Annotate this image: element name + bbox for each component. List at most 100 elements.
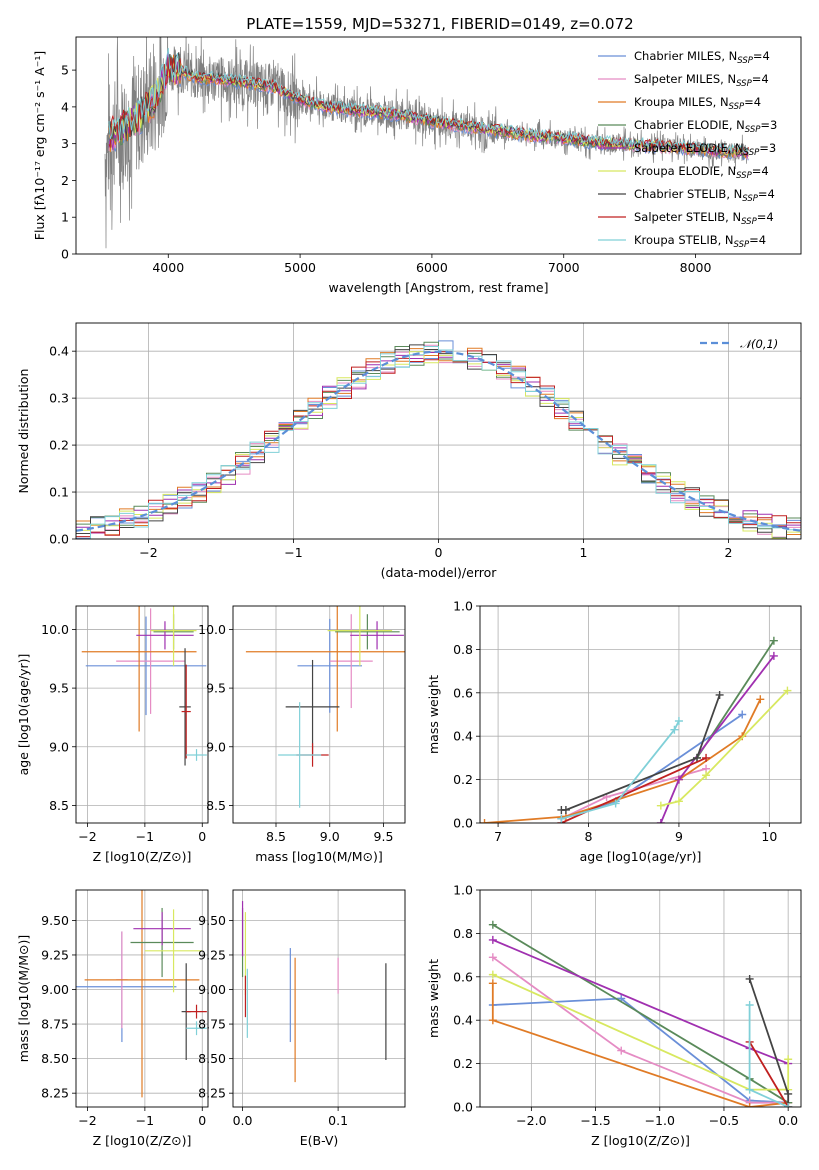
panel-mass-vs-EBV: 0.0 0.1 8.25 8.50 8.75 9.00 9.25 9.50 E(B-V) [198, 889, 406, 1148]
histogram-series [76, 350, 801, 538]
plus-marker [480, 819, 489, 823]
y-tick-label: 9.50 [41, 913, 69, 928]
y-axis-label: Normed distribution [16, 369, 31, 494]
plus-marker [488, 979, 497, 988]
plus-marker [674, 797, 683, 806]
spectrum-traces [104, 37, 749, 249]
plus-marker [769, 636, 778, 645]
x-tick-label: 2 [725, 545, 733, 560]
y-tick-label: 9.0 [206, 739, 226, 754]
y-tick-label: 4 [61, 99, 69, 114]
weight-series [660, 689, 789, 807]
y-tick-label: 0.1 [49, 485, 69, 500]
errorbar-point [136, 621, 194, 650]
y-tick-label: 8.5 [49, 798, 69, 813]
x-axis-label: age [log10(age/yr)] [580, 849, 702, 864]
y-tick-label: 9.00 [198, 982, 226, 997]
x-axis-label: (data-model)/error [381, 565, 498, 580]
errorbar-point [350, 621, 404, 650]
plus-marker [693, 753, 702, 762]
y-tick-label: 0.4 [453, 729, 473, 744]
axes-frame [479, 605, 802, 824]
y-tick-label: 5 [61, 63, 69, 78]
x-tick-label: 7000 [548, 260, 580, 275]
legend-entry: Chabrier STELIB, NSSP=4 [634, 187, 775, 204]
x-tick-label: 7 [494, 829, 502, 844]
x-tick-label: 5000 [284, 260, 316, 275]
x-tick-label: −1.5 [580, 1113, 610, 1128]
x-tick-label: −1 [136, 1113, 154, 1128]
y-tick-label: 0.0 [49, 532, 69, 547]
y-tick-label: 9.50 [198, 913, 226, 928]
plus-marker [783, 686, 792, 695]
y-tick-label: 0.6 [453, 685, 473, 700]
panel-mass-weight-vs-Z: −2.0 −1.5 −1.0 −0.5 0.0 0.0 0.2 0.4 0.6 0.8 1.0 Z [… [426, 883, 802, 1148]
axes-frame [232, 889, 406, 1108]
plus-marker [488, 935, 497, 944]
plus-marker [702, 753, 711, 762]
errorbar-point [297, 618, 362, 713]
x-tick-label: 0 [198, 1113, 206, 1128]
y-tick-label: 8.50 [41, 1051, 69, 1066]
errorbar-point [186, 1021, 207, 1036]
y-tick-label: 1.0 [453, 599, 473, 614]
x-tick-label: 0.0 [233, 1113, 253, 1128]
errorbar-point [116, 608, 186, 714]
x-tick-label: 0.0 [778, 1113, 798, 1128]
plus-marker [674, 717, 683, 726]
legend-entry: Kroupa MILES, NSSP=4 [634, 95, 761, 112]
legend: 𝒩(0,1) [700, 337, 778, 351]
normal-curve [76, 350, 801, 532]
y-tick-label: 8.25 [198, 1086, 226, 1101]
plus-marker [617, 1046, 626, 1055]
y-tick-label: 8.50 [198, 1051, 226, 1066]
plus-marker [488, 1016, 497, 1025]
legend-entry: Chabrier ELODIE, NSSP=3 [634, 118, 777, 135]
y-axis-label: age [log10(age/yr)] [16, 654, 31, 776]
y-tick-label: 0.3 [49, 391, 69, 406]
y-tick-label: 8.25 [41, 1086, 69, 1101]
x-tick-label: 4000 [152, 260, 184, 275]
errorbar-point [81, 606, 197, 732]
errorbar-point [329, 614, 373, 709]
y-axis-label: mass weight [426, 675, 441, 754]
plus-marker [488, 953, 497, 962]
plus-marker [488, 970, 497, 979]
model-spectrum [108, 47, 749, 155]
weight-series [659, 655, 775, 823]
plus-marker [745, 1001, 754, 1010]
panel-mass-vs-Z: −2 −1 0 8.25 8.50 8.75 9.00 9.25 9.50 Z [log10(Z/… [16, 889, 209, 1148]
plus-marker [674, 775, 683, 784]
y-tick-label: 8.75 [41, 1017, 69, 1032]
y-tick-label: 1 [61, 210, 69, 225]
panel-age-vs-mass: 8.5 9.0 9.5 8.5 9.0 9.5 10.0 mass [log10(M/M⊙)] [198, 605, 406, 864]
weight-series [492, 956, 789, 1104]
panel-age-vs-Z: −2 −1 0 8.5 9.0 9.5 10.0 Z [log10(Z/Z⊙)] age [lo… [16, 605, 209, 864]
x-tick-label: 8.5 [266, 829, 286, 844]
x-tick-label: 9.5 [374, 829, 394, 844]
x-axis-label: wavelength [Angstrom, rest frame] [328, 280, 548, 295]
panel-residual-distribution: −2 −1 0 1 2 0.0 0.1 0.2 0.3 0.4 (data-model)/error… [16, 322, 802, 580]
weight-lines [480, 636, 792, 823]
plus-marker [488, 920, 497, 929]
y-axis-label: Flux [fλ10⁻¹⁷ erg cm⁻² s⁻¹ A⁻¹] [32, 51, 47, 240]
x-tick-label: 6000 [416, 260, 448, 275]
histograms [76, 340, 801, 539]
errorbar-point [144, 909, 203, 993]
x-tick-label: −1 [136, 829, 154, 844]
x-axis-label: Z [log10(Z/Z⊙)] [93, 849, 192, 864]
x-tick-label: 8 [585, 829, 593, 844]
errorbar-point [181, 664, 191, 759]
y-tick-label: 0.0 [453, 1100, 473, 1115]
weight-series [561, 720, 680, 820]
weight-series [491, 983, 789, 1107]
histogram-series [76, 346, 801, 539]
errorbar-point [186, 749, 207, 761]
plus-marker [561, 805, 570, 814]
y-tick-label: 3 [61, 136, 69, 151]
x-tick-label: −1 [284, 545, 302, 560]
weight-series [492, 973, 790, 1091]
errorbars [81, 606, 207, 766]
x-tick-label: −0.5 [709, 1113, 739, 1128]
